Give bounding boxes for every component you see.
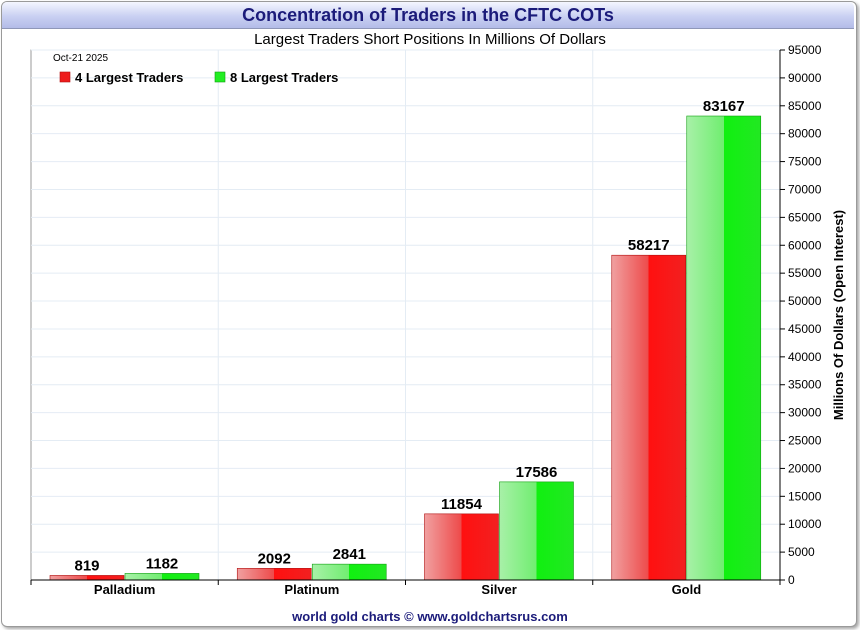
y-axis-label: Millions Of Dollars (Open Interest) (831, 210, 846, 420)
data-label: 58217 (628, 237, 670, 254)
data-label: 2841 (333, 546, 366, 563)
y-tick-label: 95000 (788, 43, 822, 57)
y-tick-label: 25000 (788, 434, 822, 448)
x-category-label: Gold (672, 582, 702, 597)
y-tick-label: 85000 (788, 99, 822, 113)
date-label: Oct-21 2025 (53, 53, 108, 64)
x-category-label: Platinum (284, 582, 339, 597)
legend-label: 8 Largest Traders (230, 70, 338, 85)
x-category-label: Palladium (94, 582, 155, 597)
y-tick-label: 0 (788, 573, 795, 587)
bar-silver-eight-largest (499, 481, 574, 581)
bar-gold-four-largest (611, 254, 687, 581)
data-label: 17586 (516, 464, 558, 481)
y-tick-label: 40000 (788, 350, 822, 364)
y-tick-label: 80000 (788, 127, 822, 141)
data-label: 2092 (258, 550, 291, 567)
data-label: 1182 (146, 555, 179, 572)
data-label: 11854 (441, 496, 483, 513)
y-tick-label: 50000 (788, 294, 822, 308)
y-tick-label: 20000 (788, 461, 822, 475)
bar-palladium-four-largest (49, 575, 125, 581)
bar-palladium-eight-largest (124, 573, 200, 581)
chart-subtitle: Largest Traders Short Positions In Milli… (254, 31, 606, 48)
y-tick-label: 55000 (788, 266, 822, 280)
y-tick-label: 65000 (788, 210, 822, 224)
y-tick-label: 30000 (788, 406, 822, 420)
data-label: 819 (74, 557, 99, 574)
y-tick-label: 45000 (788, 322, 822, 336)
y-tick-label: 10000 (788, 517, 822, 531)
legend-swatch (59, 71, 71, 83)
y-tick-label: 15000 (788, 489, 822, 503)
data-label: 83167 (703, 98, 745, 115)
y-tick-label: 75000 (788, 155, 822, 169)
bar-platinum-eight-largest (311, 563, 387, 581)
x-category-label: Silver (481, 582, 516, 597)
legend-label: 4 Largest Traders (75, 70, 183, 85)
bar-silver-four-largest (424, 513, 499, 581)
legend-swatch (214, 71, 226, 83)
y-tick-label: 70000 (788, 182, 822, 196)
y-tick-label: 60000 (788, 238, 822, 252)
bar-platinum-four-largest (236, 568, 312, 581)
footer-credit: world gold charts © www.goldchartsrus.co… (292, 609, 568, 624)
y-tick-label: 35000 (788, 378, 822, 392)
y-tick-label: 90000 (788, 71, 822, 85)
y-tick-label: 5000 (788, 545, 815, 559)
chart-title: Concentration of Traders in the CFTC COT… (2, 2, 854, 29)
bar-gold-eight-largest (686, 115, 762, 581)
